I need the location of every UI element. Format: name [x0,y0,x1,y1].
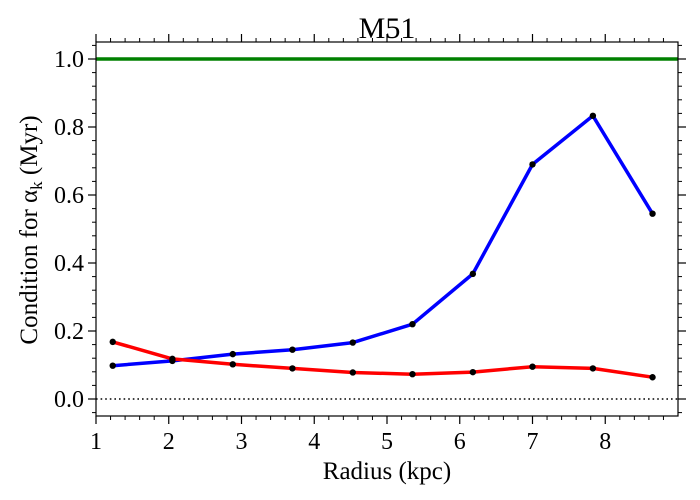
series-1-point-3 [289,365,296,372]
y-tick-label-3: 0.6 [54,183,84,209]
y-axis-label-unit: (Myr) [16,115,43,181]
y-axis-label-main: Condition for α [16,190,43,345]
plot-area [96,57,678,400]
x-tick-label-2: 3 [236,429,248,455]
axis-ticks: 1 2 3 4 5 6 7 8 0.0 0.2 0.4 0.6 0.8 1.0 [54,34,686,455]
series-line-1 [110,340,655,379]
x-tick-label-7: 8 [599,429,611,455]
y-tick-label-0: 0.0 [54,387,84,413]
series-0-point-5 [409,321,416,328]
series-0-point-2 [229,350,236,358]
series-line-0 [110,114,655,368]
x-tick-label-3: 4 [308,429,320,455]
x-tick-label-0: 1 [90,429,102,455]
series-0-point-0 [109,362,116,369]
x-tick-label-5: 6 [454,429,466,455]
series-0-point-6 [469,270,477,278]
y-axis-label: Condition for αk (Myr) [16,115,46,344]
series-1-point-6 [469,368,477,376]
x-tick-label-6: 7 [527,429,539,455]
y-tick-label-2: 0.4 [54,251,84,277]
series-1-point-1 [169,355,176,363]
series-0-point-3 [289,346,296,353]
series-0-point-8 [589,112,597,119]
y-tick-label-4: 0.8 [54,115,84,141]
series-1-point-5 [409,370,416,378]
series-1-point-0 [109,338,116,346]
series-0-point-9 [649,210,656,217]
series-1-point-7 [529,363,536,370]
series-1-point-2 [229,361,236,368]
x-tick-label-4: 5 [381,429,393,455]
series-1-point-4 [349,369,357,376]
x-axis-label: Radius (kpc) [323,458,451,485]
y-axis-label-subscript: k [27,181,46,190]
chart-title: M51 [359,12,416,45]
series-0-point-4 [349,339,357,346]
series-1-point-8 [589,365,597,372]
series-1-point-9 [649,374,656,381]
x-tick-label-1: 2 [163,429,175,455]
series-0-point-7 [529,161,536,168]
y-tick-label-1: 0.2 [54,319,84,345]
y-tick-label-5: 1.0 [54,47,84,73]
